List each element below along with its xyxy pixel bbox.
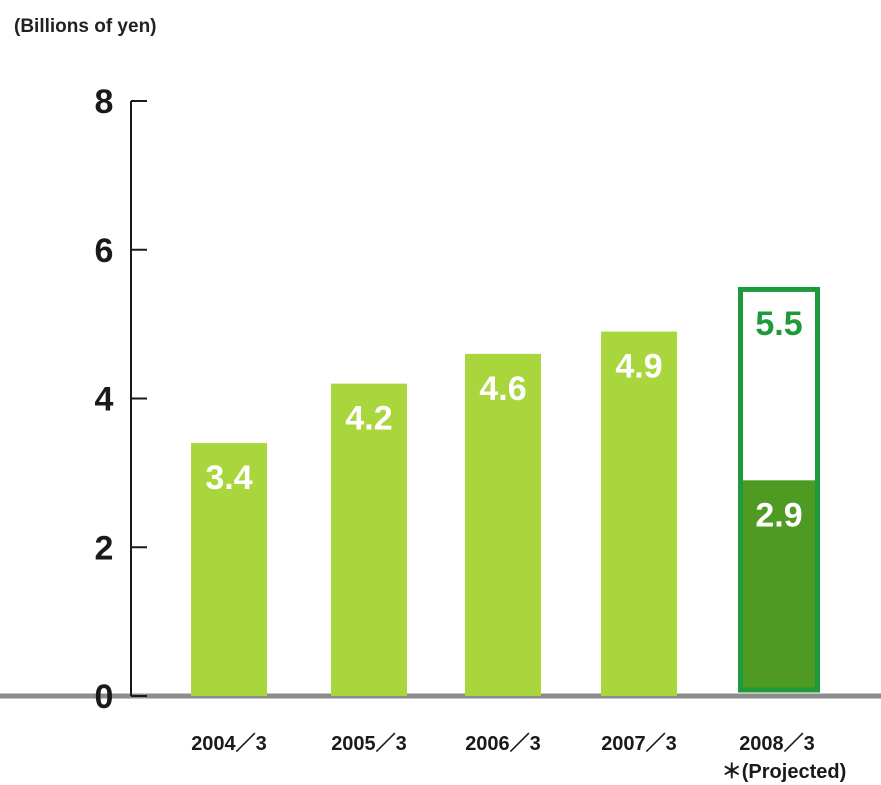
x-category-label: 2004／3	[191, 732, 267, 755]
bar	[601, 331, 677, 696]
y-tick-label: 4	[95, 381, 114, 419]
y-axis: 0 2 4 6 8	[95, 83, 147, 716]
x-category-label: 2005／3	[331, 732, 407, 755]
bar	[331, 383, 407, 696]
bar	[191, 443, 267, 696]
bar	[465, 353, 541, 696]
projected-partial-label: 2.9	[755, 496, 802, 534]
value-labels: 3.4 4.2 4.6 4.9 5.5 2.9	[205, 305, 802, 534]
bars	[191, 286, 820, 696]
bar-value-label: 4.2	[345, 400, 392, 438]
x-category-label: 2008／3	[739, 732, 815, 755]
bar-value-label: 3.4	[205, 459, 252, 497]
x-category-label: 2006／3	[465, 732, 541, 755]
projected-total-label: 5.5	[755, 305, 802, 343]
x-category-note: ＊(Projected)	[722, 761, 846, 783]
y-axis-unit-label: (Billions of yen)	[14, 16, 157, 37]
bar-value-label: 4.9	[615, 348, 662, 386]
y-tick-label: 6	[95, 232, 114, 270]
y-tick-label: 8	[95, 83, 114, 121]
projected-partial-bar	[743, 480, 815, 688]
x-axis: 2004／3 2005／3 2006／3 2007／3 2008／3 ＊(Projecte…	[191, 732, 846, 783]
y-tick-label: 0	[95, 678, 114, 716]
x-category-label: 2007／3	[601, 732, 677, 755]
bar-value-label: 4.6	[479, 370, 526, 408]
y-tick-label: 2	[95, 529, 114, 567]
